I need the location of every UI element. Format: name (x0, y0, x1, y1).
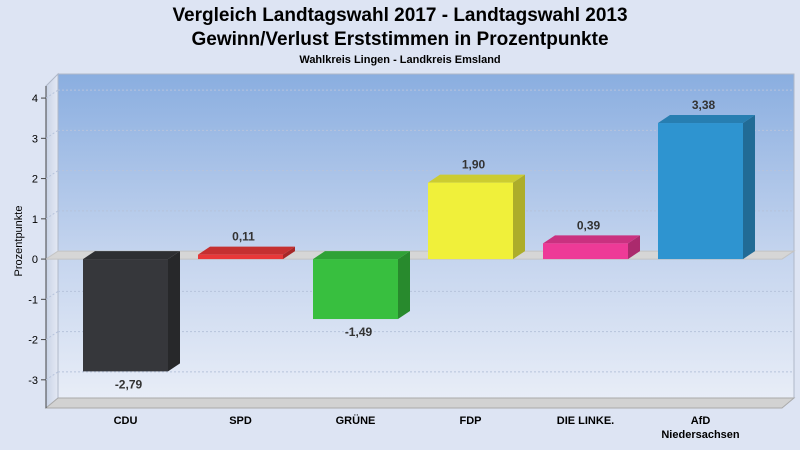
y-axis-label: Prozentpunkte (13, 206, 25, 277)
bar-side (743, 115, 755, 260)
gridline-side (45, 331, 59, 340)
bar-value-label: -1,49 (345, 325, 373, 339)
y-tick-label: 3 (32, 133, 38, 145)
gridline-side (45, 129, 59, 139)
bar-front (313, 259, 398, 320)
x-tick-label: SPD (229, 415, 252, 427)
plot-floor (44, 397, 796, 409)
bar-front (428, 182, 513, 260)
bar-side (283, 246, 295, 260)
gridline-side (45, 371, 59, 381)
bar (83, 251, 180, 372)
bar-side (398, 251, 410, 320)
bar-front (198, 254, 283, 260)
x-tick-label: FDP (460, 415, 482, 427)
bar-side (513, 174, 525, 260)
x-tick-label: Niedersachsen (661, 429, 740, 441)
bar-top (83, 251, 180, 260)
y-tick-label: 0 (32, 254, 38, 266)
bar-value-label: 3,38 (692, 98, 716, 112)
bar-value-label: 0,11 (232, 230, 255, 244)
bar-side (628, 235, 640, 260)
chart-subtitle: Wahlkreis Lingen - Landkreis Emsland (299, 54, 500, 66)
plot-side-wall (45, 72, 59, 410)
bar-side (168, 251, 180, 372)
bar-value-label: -2,79 (115, 377, 143, 391)
bar-top (543, 235, 640, 244)
bar-value-label: 0,39 (577, 218, 601, 232)
gridline-side (45, 89, 59, 99)
x-tick-label: CDU (114, 415, 138, 427)
x-tick-label: DIE LINKE. (557, 415, 614, 427)
bar-value-label: 1,90 (462, 158, 486, 172)
bar-front (543, 243, 628, 260)
bar (428, 174, 525, 260)
bar (658, 115, 755, 260)
gridline-side (45, 170, 59, 179)
bar-front (83, 259, 168, 372)
chart-title: Vergleich Landtagswahl 2017 - Landtagswa… (172, 5, 627, 26)
x-tick-label: GRÜNE (336, 414, 376, 427)
bar-top (428, 174, 525, 183)
bar-top (198, 246, 295, 255)
bar-top (658, 115, 755, 124)
y-tick-label: -2 (28, 335, 38, 347)
gridline-side (45, 210, 59, 220)
chart-title-line2: Gewinn/Verlust Erststimmen in Prozentpun… (191, 29, 608, 50)
y-tick-label: -1 (28, 294, 38, 306)
x-tick-label: AfD (691, 415, 711, 427)
y-tick-label: 2 (32, 174, 38, 186)
y-tick-label: 4 (32, 93, 38, 105)
bar-top (313, 251, 410, 260)
bar (198, 246, 295, 260)
bar (543, 235, 640, 260)
gridline-side (45, 290, 59, 300)
y-tick-label: 1 (32, 214, 38, 226)
bar-front (658, 123, 743, 260)
bar (313, 251, 410, 320)
y-tick-label: -3 (28, 375, 38, 387)
